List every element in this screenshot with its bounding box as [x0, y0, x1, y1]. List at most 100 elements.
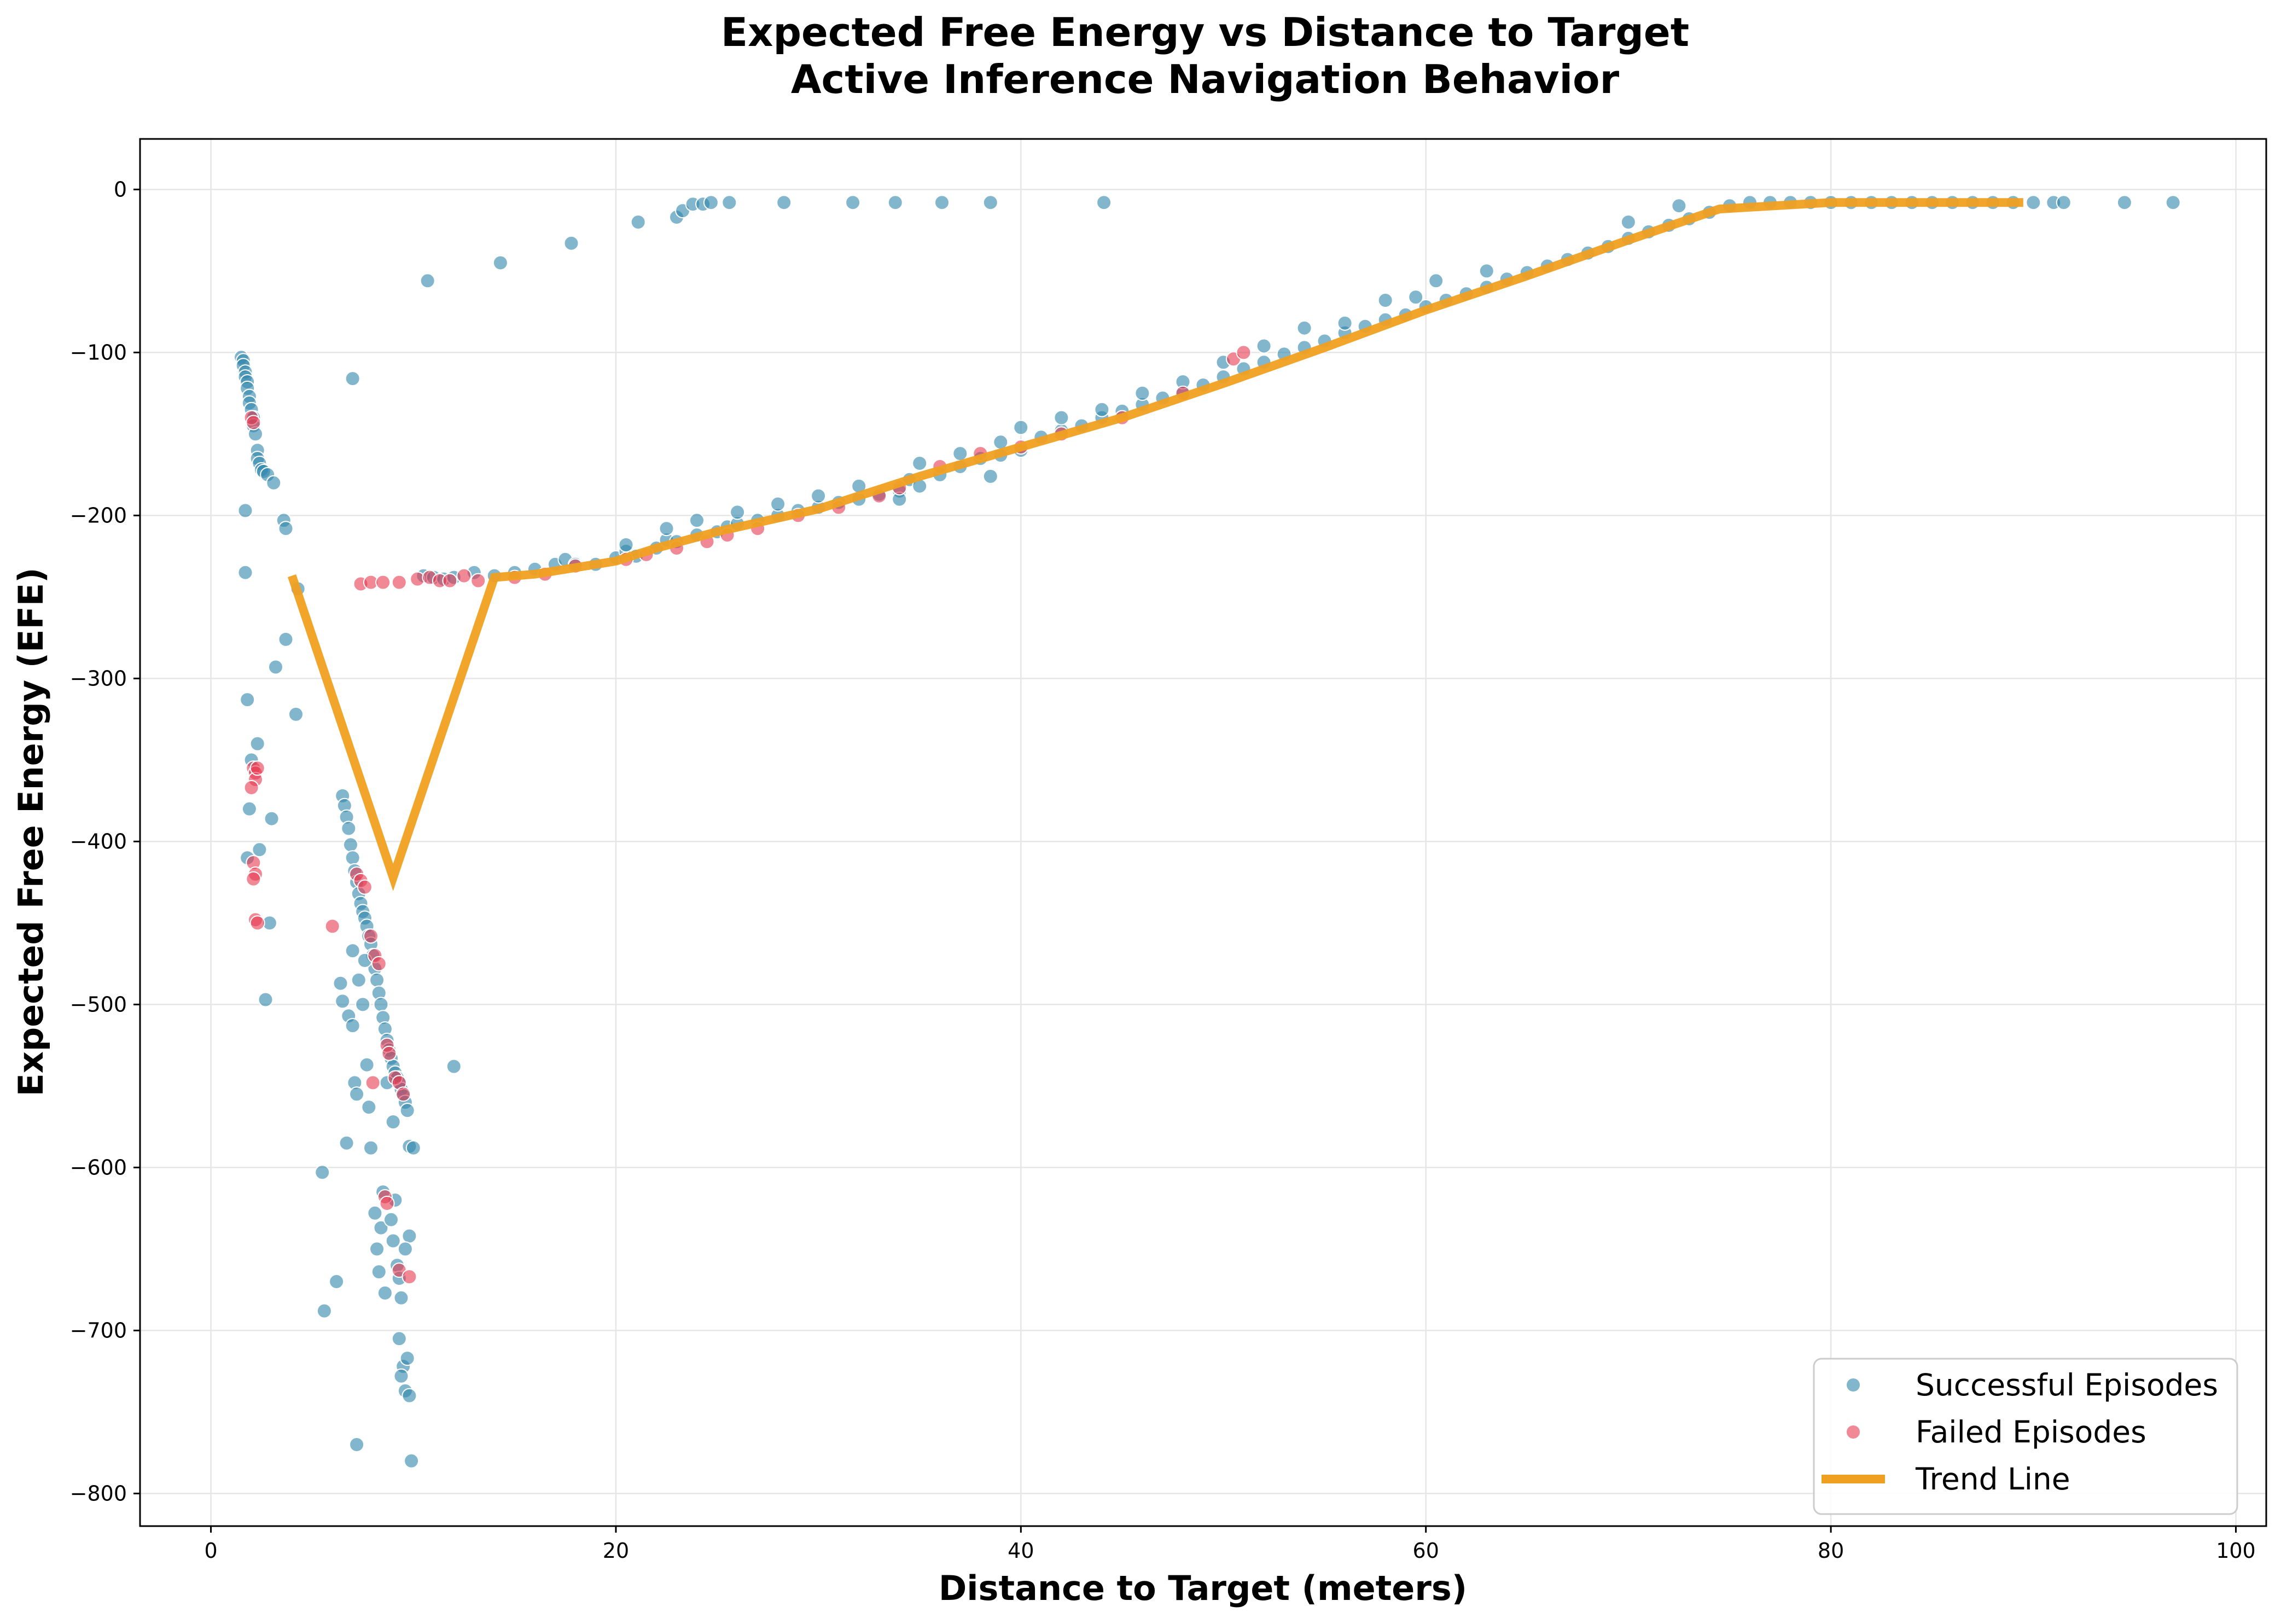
scatter-point: [393, 1290, 409, 1306]
scatter-point: [363, 1140, 379, 1156]
scatter-point: [2026, 195, 2041, 211]
scatter-point: [315, 1165, 330, 1180]
scatter-point: [367, 1205, 383, 1221]
scatter-point: [385, 1114, 401, 1130]
scatter-point: [359, 1057, 375, 1073]
y-tick-label: −700: [70, 1318, 127, 1342]
x-tick-label: 60: [1413, 1539, 1439, 1563]
scatter-point: [397, 1241, 413, 1257]
scatter-point: [246, 871, 261, 887]
scatter-point: [278, 631, 294, 647]
scatter-point: [341, 820, 357, 836]
scatter-point: [659, 521, 674, 537]
scatter-point: [385, 1233, 401, 1249]
scatter-point: [982, 195, 998, 211]
scatter-point: [264, 811, 280, 826]
y-tick-label: −100: [70, 340, 127, 364]
legend-label-failed: Failed Episodes: [1916, 1415, 2146, 1450]
y-tick-label: −800: [70, 1481, 127, 1505]
scatter-point: [335, 993, 351, 1009]
scatter-point: [2165, 195, 2181, 211]
scatter-point: [243, 780, 259, 795]
scatter-point: [470, 573, 486, 589]
plot-data: [234, 195, 2181, 1469]
scatter-point: [1013, 420, 1029, 435]
scatter-point: [1096, 195, 1112, 211]
x-tick-label: 20: [603, 1539, 629, 1563]
scatter-point: [1054, 410, 1069, 426]
scatter-point: [912, 456, 928, 471]
y-tick-label: −600: [70, 1155, 127, 1179]
y-tick-label: −300: [70, 666, 127, 690]
legend-label-successful: Successful Episodes: [1916, 1367, 2218, 1402]
axis-ticks: 0 20 40 60 80 100 0 −100 −200 −300 −400 −500 −600 −70…: [70, 177, 2256, 1563]
scatter-point: [324, 918, 340, 934]
legend-marker-successful: [1846, 1377, 1861, 1393]
scatter-point: [563, 235, 579, 251]
scatter-point: [395, 1086, 411, 1102]
scatter-point: [249, 760, 265, 776]
scatter-point: [689, 513, 705, 528]
scatter-point: [345, 943, 360, 959]
trend-line: [288, 198, 2023, 892]
scatter-point: [401, 1269, 417, 1285]
scatter-point: [401, 1228, 417, 1244]
scatter-point: [446, 1058, 462, 1074]
x-tick-label: 0: [204, 1539, 217, 1563]
scatter-point: [373, 1220, 389, 1236]
scatter-point: [456, 568, 472, 584]
scatter-point: [278, 521, 294, 537]
scatter-point: [405, 1140, 421, 1156]
scatter-point: [383, 1212, 399, 1227]
scatter-point: [420, 273, 435, 289]
scatter-point: [329, 1274, 345, 1289]
scatter-point: [401, 1388, 417, 1404]
scatter-point: [1296, 320, 1312, 336]
scatter-point: [2056, 195, 2071, 211]
y-axis-label: Expected Free Energy (EFE): [11, 567, 51, 1096]
scatter-point: [1337, 315, 1353, 331]
legend-marker-failed: [1846, 1424, 1861, 1440]
scatter-point: [1256, 338, 1272, 354]
scatter-point: [721, 195, 737, 211]
x-tick-label: 40: [1008, 1539, 1034, 1563]
scatter-point: [252, 842, 267, 858]
scatter-point: [237, 564, 253, 580]
scatter-point: [371, 956, 387, 971]
scatter-point: [381, 1045, 397, 1061]
scatter-point: [952, 446, 968, 462]
scatter-point: [258, 992, 274, 1008]
scatter-point: [249, 736, 265, 752]
scatter-point: [373, 997, 389, 1012]
grid: [140, 139, 2266, 1526]
legend-label-trend: Trend Line: [1915, 1462, 2070, 1497]
scatter-point: [339, 1135, 354, 1151]
scatter-point: [887, 195, 903, 211]
scatter-point: [618, 537, 634, 552]
scatter-point: [379, 1196, 395, 1211]
scatter-point: [934, 195, 950, 211]
scatter-point: [393, 1368, 409, 1384]
scatter-point: [391, 1331, 407, 1347]
y-tick-label: −500: [70, 992, 127, 1016]
scatter-point: [703, 195, 719, 211]
scatter-point: [770, 496, 786, 512]
scatter-point: [351, 972, 366, 988]
x-tick-label: 80: [1818, 1539, 1844, 1563]
scatter-point: [345, 371, 360, 387]
scatter-point: [811, 488, 827, 504]
scatter-point: [288, 706, 304, 722]
scatter-point: [442, 573, 458, 589]
scatter-point: [365, 1075, 381, 1091]
scatter-point: [391, 574, 407, 590]
scatter-point: [630, 214, 646, 230]
scatter-point: [249, 915, 265, 931]
scatter-point: [371, 1264, 387, 1280]
plot-frame: [139, 138, 2267, 1527]
scatter-point: [375, 574, 391, 590]
y-tick-label: −400: [70, 829, 127, 853]
x-axis-label: Distance to Target (meters): [939, 1568, 1467, 1608]
scatter-point: [1479, 263, 1494, 279]
